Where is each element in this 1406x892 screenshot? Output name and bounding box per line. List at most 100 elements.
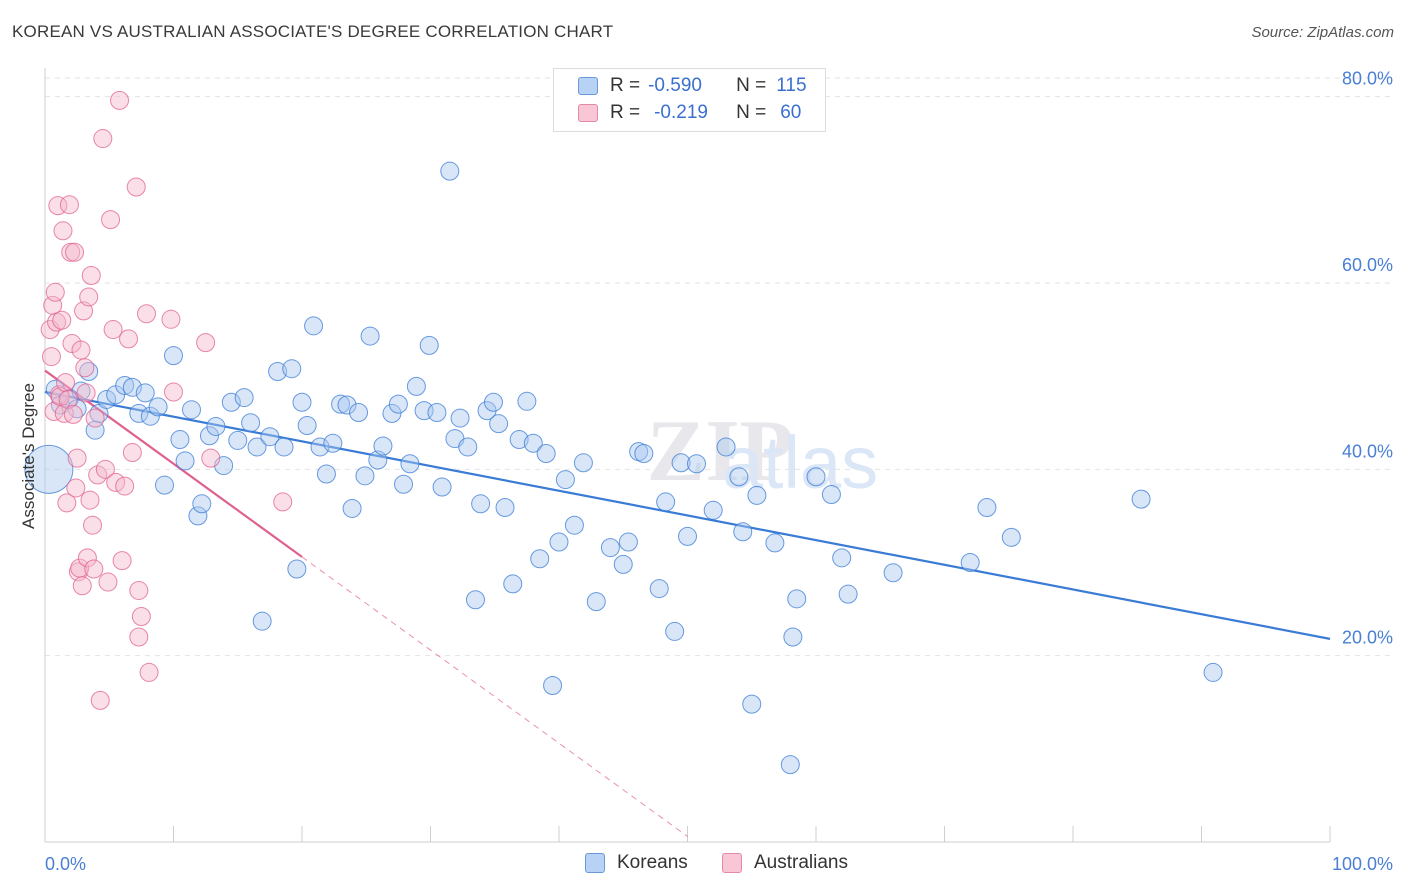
point-korean: [221, 392, 241, 412]
point-australian: [58, 389, 78, 409]
stats-legend: R = -0.590 N = 115 R = -0.219 N = 60: [553, 68, 826, 132]
legend-item-australians[interactable]: Australians: [722, 852, 848, 874]
legend-r-label: R =: [610, 102, 641, 123]
point-korean: [549, 532, 569, 552]
point-korean: [838, 584, 858, 604]
point-korean: [1001, 527, 1021, 547]
point-korean: [600, 538, 620, 558]
point-korean: [419, 335, 439, 355]
point-korean: [192, 494, 212, 514]
point-korean: [465, 590, 485, 610]
point-australian: [71, 340, 91, 360]
point-korean: [355, 466, 375, 486]
point-korean: [181, 400, 201, 420]
legend-r-value: -0.219: [654, 102, 708, 123]
y-tick-label: 20.0%: [1342, 628, 1393, 648]
point-australian: [90, 690, 110, 710]
y-tick-label: 60.0%: [1342, 255, 1393, 275]
axes: [44, 68, 1331, 843]
watermark-zip: ZIP: [647, 403, 794, 500]
point-korean: [164, 346, 183, 366]
point-korean: [406, 376, 426, 396]
point-korean: [832, 548, 852, 568]
point-korean: [274, 437, 294, 457]
point-australian: [95, 459, 115, 479]
legend-label-australians: Australians: [754, 852, 848, 873]
point-korean: [241, 413, 261, 433]
point-korean: [586, 592, 606, 612]
point-korean: [360, 326, 380, 346]
point-korean: [323, 433, 343, 453]
point-korean: [135, 383, 155, 403]
point-australian: [161, 309, 181, 329]
point-australian: [112, 551, 132, 571]
point-korean: [148, 397, 168, 417]
point-australian: [77, 548, 97, 568]
point-korean: [543, 675, 563, 695]
point-korean: [432, 477, 452, 497]
point-korean: [24, 444, 74, 494]
legend-swatch-koreans: [578, 77, 598, 95]
point-korean: [349, 402, 369, 422]
point-korean: [287, 559, 307, 579]
point-korean: [297, 416, 317, 436]
point-korean: [394, 474, 414, 494]
point-korean: [960, 552, 980, 572]
point-korean: [703, 500, 723, 520]
point-australian: [76, 383, 96, 403]
point-australian: [201, 448, 221, 468]
point-korean: [1131, 489, 1151, 509]
point-korean: [495, 498, 515, 518]
point-australian: [88, 465, 108, 485]
point-korean: [228, 430, 248, 450]
point-korean: [733, 522, 753, 542]
legend-swatch-australians: [578, 104, 598, 122]
axis-labels: 20.0% 40.0% 60.0% 80.0% 0.0% 100.0% Associate'…: [19, 69, 1393, 874]
point-korean: [634, 443, 654, 463]
point-australian: [53, 221, 73, 241]
point-korean: [729, 467, 749, 487]
point-australian: [93, 129, 113, 149]
point-korean: [331, 394, 351, 414]
point-korean: [268, 361, 288, 381]
point-australian: [129, 627, 149, 647]
y-axis-title: Associate's Degree: [19, 383, 38, 529]
point-korean: [977, 498, 997, 518]
point-australian: [103, 320, 123, 340]
point-korean: [234, 388, 254, 408]
point-australian: [273, 492, 293, 512]
point-australian: [164, 382, 183, 402]
point-australian: [126, 177, 146, 197]
point-korean: [115, 375, 135, 395]
point-australian: [57, 493, 77, 513]
legend-item-koreans[interactable]: Koreans: [585, 852, 688, 874]
point-australian: [115, 476, 135, 496]
legend-n-value: 115: [776, 75, 807, 96]
point-australian: [98, 572, 118, 592]
point-korean: [765, 533, 785, 553]
point-korean: [188, 506, 208, 526]
point-korean: [780, 755, 800, 775]
point-australian: [129, 580, 149, 600]
point-australian: [45, 282, 65, 302]
point-korean: [517, 391, 537, 411]
point-korean: [483, 392, 503, 412]
point-korean: [342, 498, 362, 518]
point-korean: [783, 627, 803, 647]
point-australian: [63, 404, 83, 424]
point-australian: [65, 242, 85, 262]
point-korean: [747, 485, 767, 505]
legend-n-value: 60: [780, 102, 802, 123]
legend-row-australians: R = -0.219 N = 60: [578, 100, 801, 126]
point-australian: [52, 310, 72, 330]
point-australian: [119, 329, 139, 349]
point-australian: [83, 515, 103, 535]
point-korean: [458, 437, 478, 457]
point-korean: [649, 579, 669, 599]
point-australian: [79, 287, 99, 307]
point-korean: [671, 453, 691, 473]
grid: [45, 77, 1395, 657]
point-korean: [304, 316, 324, 336]
legend-label-koreans: Koreans: [617, 852, 688, 873]
point-korean: [388, 394, 408, 414]
